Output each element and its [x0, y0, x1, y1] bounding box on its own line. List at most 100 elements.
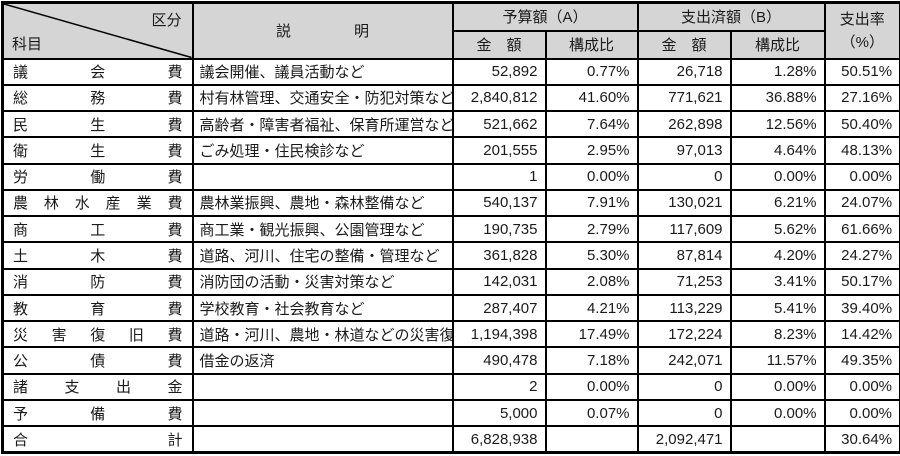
- budget-ratio-cell: 2.95%: [546, 137, 638, 163]
- table-row: 衛生費 ごみ処理・住民検診など 201,555 2.95% 97,013 4.6…: [3, 137, 900, 163]
- description-cell: 道路、河川、住宅の整備・管理など: [193, 242, 453, 268]
- corner-label-kamoku: 科目: [12, 33, 42, 54]
- rate-cell: 61.66%: [825, 216, 900, 242]
- budget-amount-cell: 5,000: [453, 400, 546, 426]
- description-cell: 農林業振興、農地・森林整備など: [193, 190, 453, 216]
- rate-cell: 27.16%: [825, 85, 900, 111]
- rate-header-line2: （%）: [826, 31, 900, 54]
- spent-amount-cell: 117,609: [638, 216, 731, 242]
- rate-cell: 0.00%: [825, 400, 900, 426]
- table-row: 消防費 消防団の活動・災害対策など 142,031 2.08% 71,253 3…: [3, 269, 900, 295]
- budget-ratio-cell: 5.30%: [546, 242, 638, 268]
- table-row: 商工費 商工業・観光振興、公園管理など 190,735 2.79% 117,60…: [3, 216, 900, 242]
- budget-ratio-cell: 2.79%: [546, 216, 638, 242]
- table-row: 公債費 借金の返済 490,478 7.18% 242,071 11.57% 4…: [3, 347, 900, 373]
- description-cell: [193, 400, 453, 426]
- spent-ratio-cell: 36.88%: [731, 85, 825, 111]
- spent-amount-cell: 113,229: [638, 295, 731, 321]
- spent-amount-cell: 97,013: [638, 137, 731, 163]
- budget-ratio-cell: 41.60%: [546, 85, 638, 111]
- budget-ratio-cell: 2.08%: [546, 269, 638, 295]
- budget-amount-cell: 142,031: [453, 269, 546, 295]
- budget-ratio-cell: 17.49%: [546, 321, 638, 347]
- spent-ratio-cell: 0.00%: [731, 164, 825, 190]
- budget-amount-cell: 6,828,938: [453, 426, 546, 452]
- rate-header: 支出率 （%）: [825, 3, 900, 59]
- spent-amount-cell: 242,071: [638, 347, 731, 373]
- spent-amount-cell: 2,092,471: [638, 426, 731, 452]
- spent-ratio-cell: 8.23%: [731, 321, 825, 347]
- rate-cell: 0.00%: [825, 164, 900, 190]
- rate-cell: 24.27%: [825, 242, 900, 268]
- description-cell: 高齢者・障害者福祉、保育所運営など: [193, 111, 453, 137]
- budget-amount-cell: 2,840,812: [453, 85, 546, 111]
- item-cell: 予備費: [3, 400, 193, 426]
- description-cell: [193, 374, 453, 400]
- item-cell: 農林水産業費: [3, 190, 193, 216]
- spent-amount-cell: 262,898: [638, 111, 731, 137]
- total-row: 合計 6,828,938 2,092,471 30.64%: [3, 426, 900, 452]
- description-cell: 商工業・観光振興、公園管理など: [193, 216, 453, 242]
- budget-amount-cell: 190,735: [453, 216, 546, 242]
- spent-ratio-cell: 5.41%: [731, 295, 825, 321]
- table-row: 民生費 高齢者・障害者福祉、保育所運営など 521,662 7.64% 262,…: [3, 111, 900, 137]
- table-row: 教育費 学校教育・社会教育など 287,407 4.21% 113,229 5.…: [3, 295, 900, 321]
- rate-cell: 30.64%: [825, 426, 900, 452]
- item-cell: 衛生費: [3, 137, 193, 163]
- spent-ratio-cell: 0.00%: [731, 400, 825, 426]
- description-cell: 道路・河川、農地・林道などの災害復旧: [193, 321, 453, 347]
- spent-amount-cell: 71,253: [638, 269, 731, 295]
- rate-cell: 39.40%: [825, 295, 900, 321]
- table-row: 労働費 1 0.00% 0 0.00% 0.00%: [3, 164, 900, 190]
- table-row: 総務費 村有林管理、交通安全・防犯対策など 2,840,812 41.60% 7…: [3, 85, 900, 111]
- corner-label-kubun: 区分: [151, 9, 181, 30]
- rate-header-line1: 支出率: [826, 8, 900, 31]
- budget-ratio-cell: 4.21%: [546, 295, 638, 321]
- table-row: 土木費 道路、河川、住宅の整備・管理など 361,828 5.30% 87,81…: [3, 242, 900, 268]
- table-header: 区分 科目 説 明 予算額（A） 支出済額（B） 支出率 （%） 金 額 構成比…: [3, 3, 900, 59]
- table-row: 農林水産業費 農林業振興、農地・森林整備など 540,137 7.91% 130…: [3, 190, 900, 216]
- budget-amount-cell: 490,478: [453, 347, 546, 373]
- budget-ratio-cell: 7.91%: [546, 190, 638, 216]
- budget-ratio-cell: 0.77%: [546, 59, 638, 85]
- budget-amount-cell: 540,137: [453, 190, 546, 216]
- spent-ratio-cell: 11.57%: [731, 347, 825, 373]
- item-cell: 民生費: [3, 111, 193, 137]
- spent-amount-header: 金 額: [638, 31, 731, 59]
- rate-cell: 50.40%: [825, 111, 900, 137]
- budget-amount-cell: 52,892: [453, 59, 546, 85]
- description-cell: 議会開催、議員活動など: [193, 59, 453, 85]
- budget-ratio-cell: [546, 426, 638, 452]
- table-row: 諸支出金 2 0.00% 0 0.00% 0.00%: [3, 374, 900, 400]
- budget-amount-cell: 287,407: [453, 295, 546, 321]
- spent-ratio-cell: 6.21%: [731, 190, 825, 216]
- description-cell: 村有林管理、交通安全・防犯対策など: [193, 85, 453, 111]
- budget-ratio-cell: 0.00%: [546, 374, 638, 400]
- spent-amount-cell: 87,814: [638, 242, 731, 268]
- budget-amount-cell: 2: [453, 374, 546, 400]
- budget-amount-cell: 201,555: [453, 137, 546, 163]
- description-cell: [193, 426, 453, 452]
- budget-amount-cell: 1: [453, 164, 546, 190]
- spent-amount-cell: 0: [638, 374, 731, 400]
- item-cell: 商工費: [3, 216, 193, 242]
- spent-ratio-cell: 1.28%: [731, 59, 825, 85]
- budget-ratio-cell: 7.64%: [546, 111, 638, 137]
- budget-amount-cell: 361,828: [453, 242, 546, 268]
- spent-amount-cell: 771,621: [638, 85, 731, 111]
- item-cell: 教育費: [3, 295, 193, 321]
- budget-ratio-header: 構成比: [546, 31, 638, 59]
- description-header: 説 明: [193, 3, 453, 59]
- rate-cell: 49.35%: [825, 347, 900, 373]
- budget-ratio-cell: 7.18%: [546, 347, 638, 373]
- table-row: 予備費 5,000 0.07% 0 0.00% 0.00%: [3, 400, 900, 426]
- description-cell: 借金の返済: [193, 347, 453, 373]
- spent-amount-cell: 26,718: [638, 59, 731, 85]
- rate-cell: 0.00%: [825, 374, 900, 400]
- budget-amount-header: 金 額: [453, 31, 546, 59]
- item-cell: 労働費: [3, 164, 193, 190]
- item-cell: 諸支出金: [3, 374, 193, 400]
- spent-amount-cell: 0: [638, 164, 731, 190]
- corner-header-cell: 区分 科目: [3, 3, 193, 59]
